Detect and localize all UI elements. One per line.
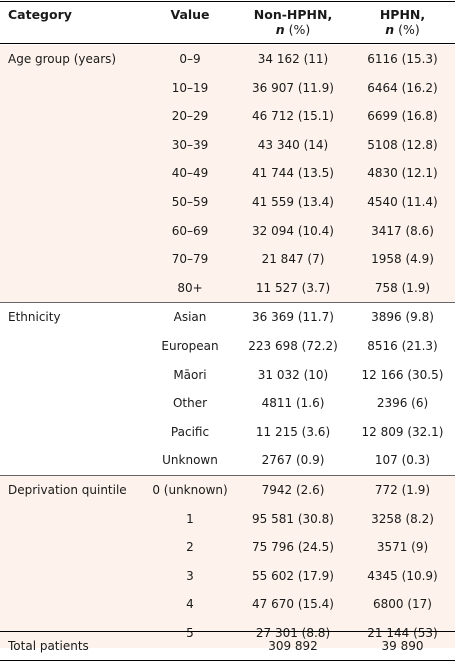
- row-nonhphn: 41 559 (13.4): [252, 195, 334, 209]
- row-hphn: 3896 (9.8): [371, 310, 434, 325]
- row-hphn: 6800 (17): [373, 597, 432, 612]
- row-hphn: 4540 (11.4): [367, 195, 438, 209]
- row-nonhphn: 95 581 (30.8): [252, 511, 334, 526]
- row-value: Other: [172, 396, 208, 411]
- row-nonhphn: 31 032 (10): [257, 367, 329, 382]
- row-hphn: 107 (0.3): [374, 453, 431, 468]
- row-nonhphn: 32 094 (10.4): [252, 223, 334, 238]
- row-value: 40–49: [171, 166, 209, 181]
- row-nonhphn: 27 301 (8.8): [255, 626, 331, 640]
- row-value: 50–59: [171, 195, 209, 209]
- row-value: 2: [186, 540, 194, 555]
- row-nonhphn: 36 907 (11.9): [252, 80, 334, 95]
- row-hphn: 3258 (8.2): [371, 511, 434, 526]
- total-label: Total patients: [8, 639, 89, 653]
- row-hphn: 21 144 (53): [367, 626, 438, 640]
- row-nonhphn: 7942 (2.6): [261, 483, 325, 497]
- total-hphn: 39 890: [381, 639, 424, 653]
- row-hphn: 772 (1.9): [374, 483, 431, 497]
- header-nonhphn: Non-HPHN, n (%): [238, 7, 348, 37]
- row-value: 1: [186, 511, 194, 526]
- row-hphn: 758 (1.9): [374, 280, 431, 295]
- header-n: n: [275, 22, 285, 37]
- row-value: 60–69: [171, 223, 209, 238]
- bottom-rule: [0, 660, 455, 661]
- group-rule: [0, 302, 455, 304]
- row-nonhphn: 75 796 (24.5): [252, 540, 334, 555]
- row-hphn: 5108 (12.8): [367, 137, 438, 152]
- row-hphn: 4830 (12.1): [367, 166, 438, 181]
- row-hphn: 12 809 (32.1): [361, 424, 444, 439]
- row-hphn: 1958 (4.9): [371, 252, 434, 267]
- group-label: Age group (years): [8, 52, 117, 66]
- row-hphn: 4345 (10.9): [367, 568, 438, 583]
- row-hphn: 3417 (8.6): [371, 223, 434, 238]
- header-hphn-label: HPHN,: [379, 7, 426, 22]
- row-nonhphn: 11 215 (3.6): [255, 424, 331, 439]
- row-nonhphn: 47 670 (15.4): [252, 597, 334, 612]
- group-label: Deprivation quintile: [8, 483, 127, 497]
- row-value: 4: [186, 597, 194, 612]
- group-band: [0, 476, 455, 648]
- row-value: Māori: [173, 367, 207, 382]
- group-band: [0, 45, 455, 303]
- row-hphn: 6464 (16.2): [367, 80, 438, 95]
- row-value: Pacific: [170, 424, 210, 439]
- row-value: 30–39: [171, 137, 209, 152]
- row-nonhphn: 2767 (0.9): [261, 453, 325, 468]
- row-value: European: [161, 339, 219, 353]
- row-hphn: 8516 (21.3): [367, 339, 438, 353]
- row-hphn: 6699 (16.8): [367, 109, 438, 124]
- row-value: 80+: [177, 280, 203, 295]
- row-value: Asian: [173, 310, 207, 325]
- row-value: 10–19: [171, 80, 209, 95]
- header-nonhphn-label: Non-HPHN,: [253, 7, 333, 22]
- row-nonhphn: 4811 (1.6): [261, 396, 325, 411]
- header-hphn-unit: n (%): [350, 22, 455, 37]
- row-value: 0 (unknown): [152, 483, 228, 497]
- row-value: 20–29: [171, 109, 209, 124]
- header-category: Category: [8, 7, 72, 22]
- group-rule: [0, 475, 455, 476]
- header-pct: (%): [394, 22, 420, 37]
- header-value: Value: [170, 7, 210, 22]
- row-hphn: 3571 (9): [376, 540, 429, 555]
- row-hphn: 12 166 (30.5): [361, 367, 444, 382]
- header-n: n: [385, 22, 395, 37]
- row-value: Unknown: [162, 453, 218, 468]
- header-rule: [0, 43, 455, 44]
- group-label: Ethnicity: [8, 310, 61, 325]
- row-nonhphn: 36 369 (11.7): [252, 310, 334, 325]
- row-nonhphn: 55 602 (17.9): [252, 568, 334, 583]
- row-nonhphn: 46 712 (15.1): [252, 109, 334, 124]
- row-value: 70–79: [171, 252, 209, 267]
- row-nonhphn: 21 847 (7): [261, 252, 325, 267]
- row-value: 5: [186, 626, 194, 640]
- header-nonhphn-unit: n (%): [238, 22, 348, 37]
- row-nonhphn: 43 340 (14): [257, 137, 329, 152]
- row-hphn: 2396 (6): [376, 396, 429, 411]
- total-rule: [0, 631, 455, 632]
- row-nonhphn: 223 698 (72.2): [248, 339, 338, 353]
- row-nonhphn: 41 744 (13.5): [252, 166, 334, 181]
- header-hphn: HPHN, n (%): [350, 7, 455, 37]
- row-nonhphn: 11 527 (3.7): [255, 280, 331, 295]
- row-nonhphn: 34 162 (11): [257, 52, 329, 66]
- row-value: 3: [186, 568, 194, 583]
- total-nonhphn: 309 892: [268, 639, 318, 653]
- row-hphn: 6116 (15.3): [367, 52, 438, 66]
- header-pct: (%): [284, 22, 311, 37]
- top-rule: [0, 1, 455, 2]
- row-value: 0–9: [179, 52, 201, 66]
